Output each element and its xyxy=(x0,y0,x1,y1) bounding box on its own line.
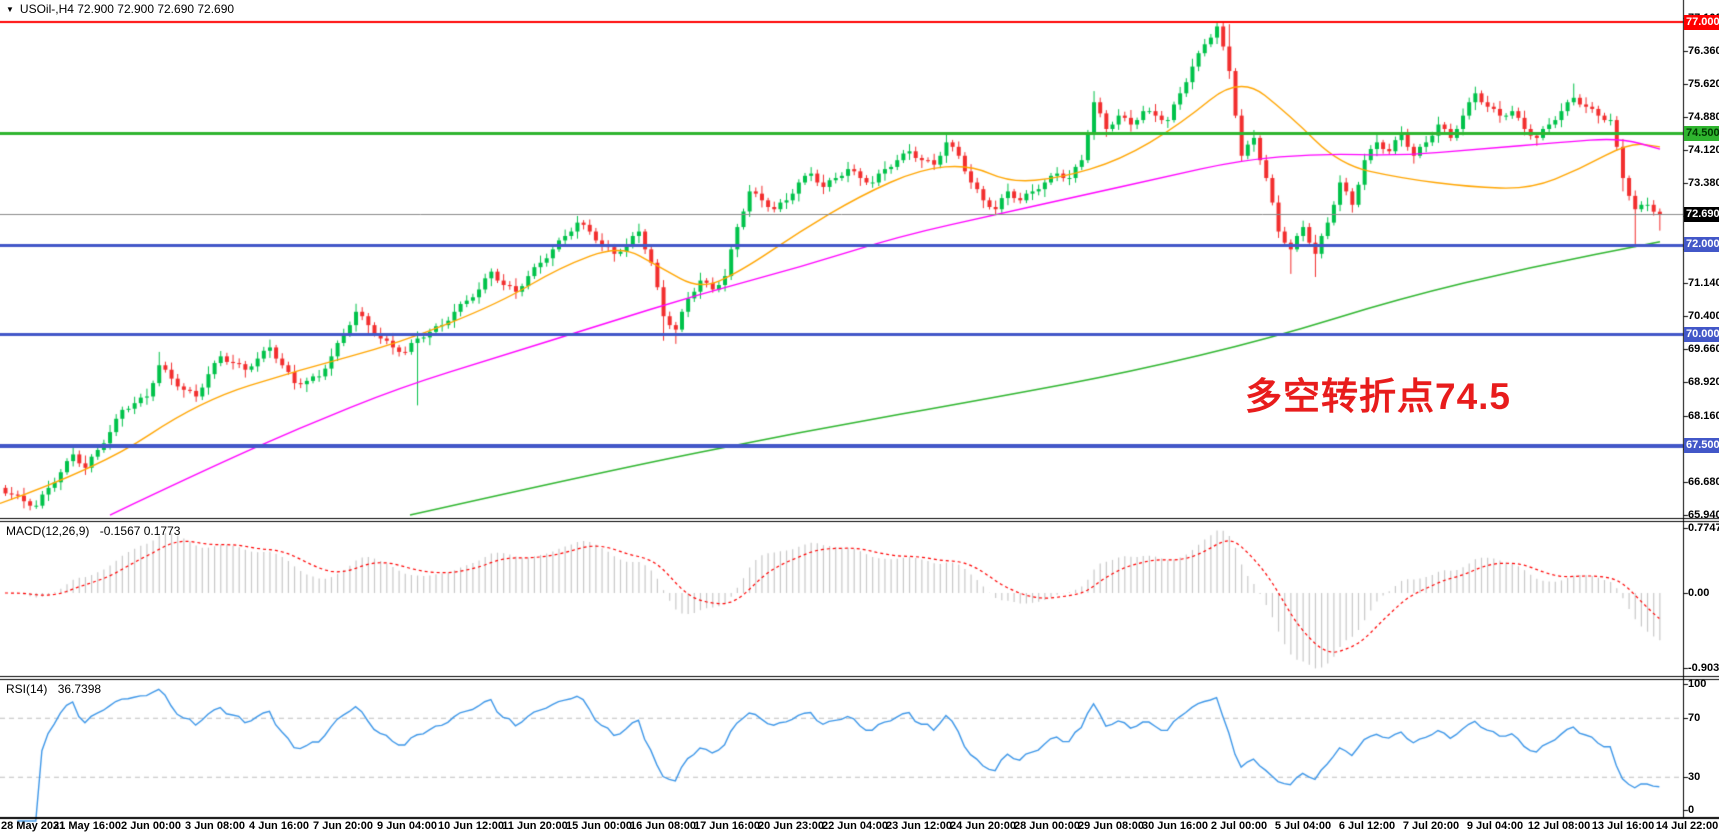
price-tick-label: 71.140 xyxy=(1688,277,1719,290)
time-axis-label: 6 Jul 12:00 xyxy=(1338,820,1396,832)
time-axis-label: 24 Jun 20:00 xyxy=(949,820,1017,832)
price-tick-label: 74.880 xyxy=(1688,110,1719,123)
time-axis-label: 11 Jun 20:00 xyxy=(502,820,568,832)
time-axis-label: 13 Jul 16:00 xyxy=(1591,820,1655,832)
rsi-axis-label: 30 xyxy=(1688,771,1701,783)
rsi-axis-label: 0 xyxy=(1688,804,1695,816)
price-tick-label: 69.660 xyxy=(1688,343,1719,356)
macd-pane-header: MACD(12,26,9) -0.1567 0.1773 xyxy=(6,524,180,538)
time-axis-label: 17 Jun 16:00 xyxy=(693,820,761,832)
time-axis-label: 3 Jun 08:00 xyxy=(185,820,245,832)
macd-values: -0.1567 0.1773 xyxy=(99,524,181,538)
price-tick-label: 76.360 xyxy=(1688,44,1719,57)
time-axis-label: 7 Jun 20:00 xyxy=(313,820,373,832)
price-level-badge[interactable]: 67.500 xyxy=(1684,438,1719,453)
rsi-value: 36.7398 xyxy=(57,682,102,696)
rsi-label: RSI(14) xyxy=(6,682,48,696)
time-axis-label: 9 Jun 04:00 xyxy=(377,820,437,832)
time-axis-label: 5 Jul 04:00 xyxy=(1274,820,1332,832)
rsi-pane-header: RSI(14) 36.7398 xyxy=(6,682,101,696)
time-axis-label: 2 Jul 00:00 xyxy=(1210,820,1268,832)
price-tick-label: 68.160 xyxy=(1688,410,1719,423)
time-axis-label: 7 Jul 20:00 xyxy=(1402,820,1460,832)
time-axis-label: 12 Jul 08:00 xyxy=(1527,820,1591,832)
price-tick-label: 65.940 xyxy=(1688,509,1719,522)
symbol-ohlc-text: USOil-,H4 72.900 72.900 72.690 72.690 xyxy=(19,2,235,16)
price-tick-label: 66.680 xyxy=(1688,476,1719,489)
rsi-axis-label: 100 xyxy=(1688,678,1707,690)
time-axis-label: 28 May 2021 xyxy=(1,820,66,832)
time-axis-label: 20 Jun 23:00 xyxy=(757,820,825,832)
macd-label: MACD(12,26,9) xyxy=(6,524,90,538)
time-axis-label: 31 May 16:00 xyxy=(53,820,121,832)
time-axis-label: 10 Jun 12:00 xyxy=(437,820,505,832)
price-tick-label: 73.380 xyxy=(1688,177,1719,190)
macd-axis-label: -0.9034 xyxy=(1688,662,1719,674)
time-axis-label: 29 Jun 08:00 xyxy=(1077,820,1145,832)
price-annotation-text[interactable]: 多空转折点74.5 xyxy=(1245,376,1512,417)
price-level-badge[interactable]: 74.500 xyxy=(1684,125,1719,141)
price-tick-label: 68.920 xyxy=(1688,376,1719,389)
price-tick-label: 70.400 xyxy=(1688,310,1719,323)
time-axis-label: 15 Jun 00:00 xyxy=(565,820,633,832)
time-axis-label: 2 Jun 00:00 xyxy=(121,820,181,832)
price-level-badge[interactable]: 77.000 xyxy=(1684,14,1719,30)
rsi-axis-label: 70 xyxy=(1688,712,1701,724)
time-axis-label: 30 Jun 16:00 xyxy=(1141,820,1209,832)
macd-axis-label: 0.00 xyxy=(1688,587,1710,599)
time-axis-label: 9 Jul 04:00 xyxy=(1466,820,1524,832)
symbol-header: ▼ USOil-,H4 72.900 72.900 72.690 72.690 xyxy=(6,2,234,16)
macd-axis-label: 0.7747 xyxy=(1688,522,1719,534)
collapse-triangle-icon[interactable]: ▼ xyxy=(6,4,14,14)
time-axis-label: 16 Jun 08:00 xyxy=(629,820,697,832)
price-level-badge[interactable]: 72.690 xyxy=(1684,206,1719,222)
time-axis-label: 22 Jun 04:00 xyxy=(821,820,889,832)
price-level-badge[interactable]: 72.000 xyxy=(1684,237,1719,253)
price-tick-label: 74.120 xyxy=(1688,144,1719,157)
time-axis-label: 14 Jul 22:00 xyxy=(1655,820,1719,832)
price-tick-label: 75.620 xyxy=(1688,77,1719,90)
price-level-badge[interactable]: 70.000 xyxy=(1684,326,1719,342)
time-axis-label: 23 Jun 12:00 xyxy=(885,820,953,832)
time-axis-label: 4 Jun 16:00 xyxy=(249,820,309,832)
time-axis-label: 28 Jun 00:00 xyxy=(1013,820,1081,832)
